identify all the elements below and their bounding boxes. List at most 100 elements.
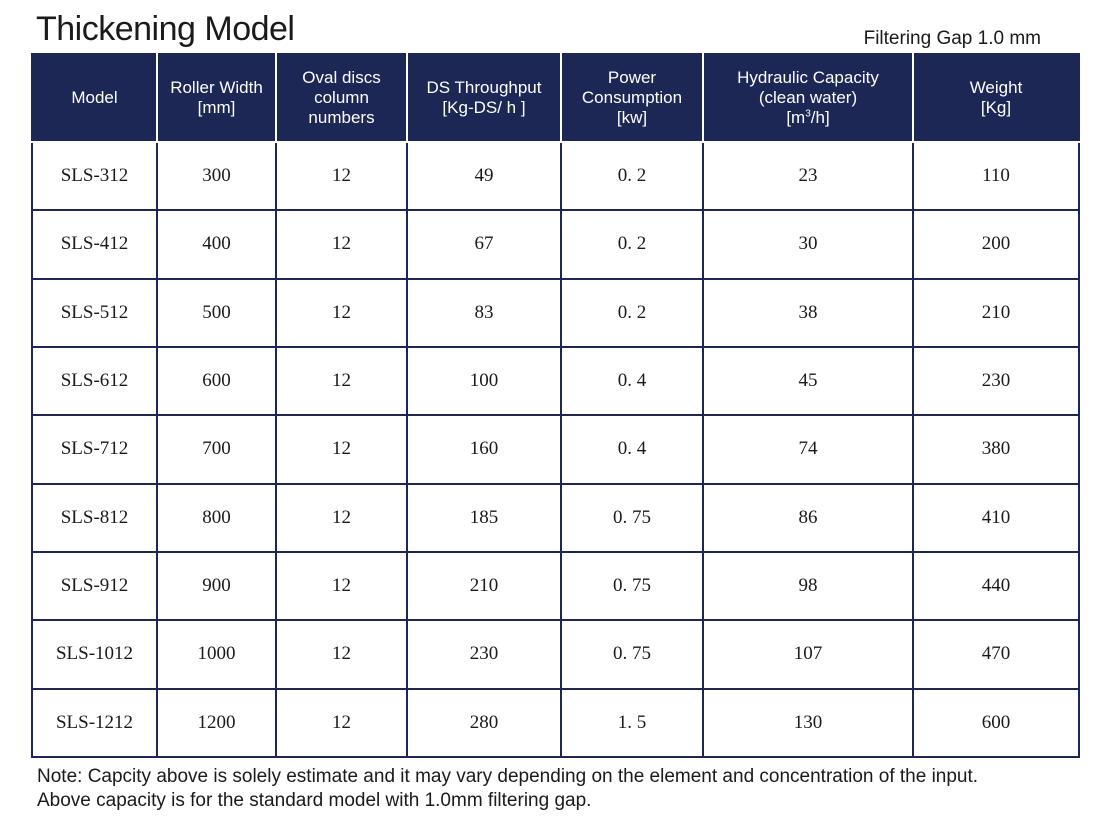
table-header-row: Model Roller Width [mm] Oval discs colum… (31, 53, 1080, 143)
header-oval-discs: Oval discs column numbers (275, 53, 408, 143)
cell-model: SLS-612 (31, 345, 158, 417)
header-hydraulic-capacity: Hydraulic Capacity (clean water) [m3/h] (702, 53, 914, 143)
cell-weight: 230 (912, 345, 1080, 417)
cell-hydraulic-capacity: 45 (702, 345, 914, 417)
table-row: SLS-312 300 12 49 0. 2 23 110 (31, 140, 1080, 212)
cell-weight: 110 (912, 140, 1080, 212)
table-row: SLS-512 500 12 83 0. 2 38 210 (31, 277, 1080, 348)
cell-hydraulic-capacity: 98 (702, 550, 914, 622)
header-unit: [kw] (616, 108, 648, 127)
cell-oval-discs: 12 (275, 687, 408, 759)
cell-model: SLS-1212 (31, 687, 158, 759)
cell-power: 0. 75 (560, 619, 704, 690)
header-line: (clean water) (758, 88, 858, 107)
cell-power: 0. 4 (560, 414, 704, 485)
cell-ds-throughput: 230 (406, 619, 562, 690)
cell-oval-discs: 12 (275, 619, 408, 690)
cell-model: SLS-912 (31, 550, 158, 622)
cell-roller-width: 400 (156, 209, 277, 280)
header-line: Oval discs (302, 68, 381, 87)
header-weight: Weight [Kg] (912, 53, 1080, 143)
cell-model: SLS-412 (31, 209, 158, 280)
header-model: Model (31, 53, 158, 143)
cell-ds-throughput: 83 (406, 277, 562, 348)
cell-ds-throughput: 49 (406, 140, 562, 212)
cell-ds-throughput: 67 (406, 209, 562, 280)
cell-weight: 470 (912, 619, 1080, 690)
cell-hydraulic-capacity: 30 (702, 209, 914, 280)
header-line: Roller Width (170, 78, 263, 97)
table-row: SLS-712 700 12 160 0. 4 74 380 (31, 414, 1080, 485)
header-unit: [mm] (197, 98, 236, 117)
cell-hydraulic-capacity: 130 (702, 687, 914, 759)
cell-oval-discs: 12 (275, 277, 408, 348)
table-row: SLS-912 900 12 210 0. 75 98 440 (31, 550, 1080, 622)
header-line: DS Throughput (426, 78, 542, 97)
header-unit: [Kg-DS/ h ] (442, 98, 526, 117)
header-line: Model (71, 88, 118, 107)
cell-weight: 440 (912, 550, 1080, 622)
cell-ds-throughput: 280 (406, 687, 562, 759)
cell-ds-throughput: 160 (406, 414, 562, 485)
table-row: SLS-612 600 12 100 0. 4 45 230 (31, 345, 1080, 417)
cell-model: SLS-312 (31, 140, 158, 212)
cell-model: SLS-812 (31, 482, 158, 553)
cell-weight: 200 (912, 209, 1080, 280)
cell-ds-throughput: 185 (406, 482, 562, 553)
header-line: Power (607, 68, 657, 87)
cell-roller-width: 1200 (156, 687, 277, 759)
note-line-1: Note: Capcity above is solely estimate a… (37, 766, 979, 787)
table-row: SLS-1212 1200 12 280 1. 5 130 600 (31, 687, 1080, 759)
note-line-2: Above capacity is for the standard model… (37, 790, 592, 811)
cell-oval-discs: 12 (275, 482, 408, 553)
cell-power: 0. 75 (560, 482, 704, 553)
cell-power: 1. 5 (560, 687, 704, 759)
cell-power: 0. 2 (560, 140, 704, 212)
cell-roller-width: 600 (156, 345, 277, 417)
cell-roller-width: 800 (156, 482, 277, 553)
cell-hydraulic-capacity: 23 (702, 140, 914, 212)
cell-ds-throughput: 100 (406, 345, 562, 417)
cell-hydraulic-capacity: 86 (702, 482, 914, 553)
cell-hydraulic-capacity: 38 (702, 277, 914, 348)
header-power-consumption: Power Consumption [kw] (560, 53, 704, 143)
header-roller-width: Roller Width [mm] (156, 53, 277, 143)
page-title: Thickening Model (36, 10, 295, 48)
cell-oval-discs: 12 (275, 209, 408, 280)
cell-roller-width: 900 (156, 550, 277, 622)
header-line: Consumption (581, 88, 683, 107)
cell-oval-discs: 12 (275, 550, 408, 622)
note: Note: Capcity above is solely estimate a… (37, 765, 978, 813)
header-ds-throughput: DS Throughput [Kg-DS/ h ] (406, 53, 562, 143)
cell-hydraulic-capacity: 74 (702, 414, 914, 485)
cell-hydraulic-capacity: 107 (702, 619, 914, 690)
spec-table: Model Roller Width [mm] Oval discs colum… (31, 53, 1080, 759)
cell-ds-throughput: 210 (406, 550, 562, 622)
header-line: column (314, 88, 369, 107)
header-line: numbers (308, 108, 375, 127)
header-line: Hydraulic Capacity (737, 68, 879, 87)
table-row: SLS-412 400 12 67 0. 2 30 200 (31, 209, 1080, 280)
cell-weight: 210 (912, 277, 1080, 348)
cell-model: SLS-712 (31, 414, 158, 485)
cell-oval-discs: 12 (275, 414, 408, 485)
filtering-gap-label: Filtering Gap 1.0 mm (863, 28, 1041, 49)
table-row: SLS-812 800 12 185 0. 75 86 410 (31, 482, 1080, 553)
header-unit: [m3/h] (786, 108, 830, 127)
header-unit: [Kg] (980, 98, 1012, 117)
cell-roller-width: 500 (156, 277, 277, 348)
cell-weight: 600 (912, 687, 1080, 759)
cell-power: 0. 75 (560, 550, 704, 622)
header-line: Weight (969, 78, 1023, 97)
cell-oval-discs: 12 (275, 345, 408, 417)
cell-weight: 410 (912, 482, 1080, 553)
cell-power: 0. 2 (560, 209, 704, 280)
cell-model: SLS-512 (31, 277, 158, 348)
cell-oval-discs: 12 (275, 140, 408, 212)
cell-power: 0. 2 (560, 277, 704, 348)
cell-roller-width: 1000 (156, 619, 277, 690)
cell-power: 0. 4 (560, 345, 704, 417)
cell-roller-width: 700 (156, 414, 277, 485)
table-row: SLS-1012 1000 12 230 0. 75 107 470 (31, 619, 1080, 690)
cell-model: SLS-1012 (31, 619, 158, 690)
